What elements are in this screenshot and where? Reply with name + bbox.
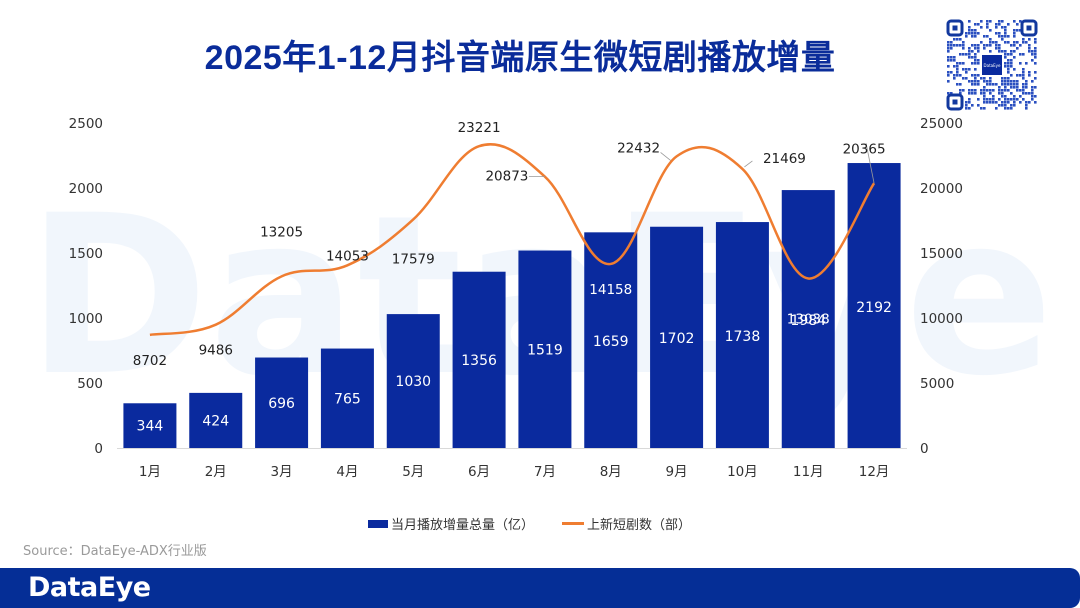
line-point-6月[interactable]	[476, 143, 482, 149]
y-right-tick: 0	[920, 441, 929, 457]
bar-label: 424	[202, 413, 229, 429]
x-tick: 1月	[139, 464, 161, 480]
line-label: 8702	[133, 353, 167, 369]
y-right-tick: 15000	[920, 246, 963, 262]
bar-label: 2192	[856, 300, 892, 316]
line-label: 9486	[199, 343, 233, 359]
bar-label: 765	[334, 391, 361, 407]
x-tick: 2月	[205, 464, 227, 480]
bar-12月[interactable]	[847, 163, 901, 449]
line-point-1月[interactable]	[147, 332, 153, 338]
bar-label: 1659	[593, 334, 629, 350]
line-series-path	[149, 143, 876, 337]
bar-3月[interactable]	[255, 357, 309, 448]
x-tick: 11月	[793, 464, 824, 480]
x-tick: 12月	[859, 464, 890, 480]
x-tick: 8月	[600, 464, 622, 480]
line-point-5月[interactable]	[410, 216, 416, 222]
label-leader	[865, 143, 875, 184]
x-tick: 3月	[271, 464, 293, 480]
legend-line-swatch	[562, 522, 585, 525]
bar-label: 344	[137, 419, 164, 435]
line-label: 14158	[589, 282, 632, 298]
bar-2月[interactable]	[189, 392, 243, 448]
line-label: 13205	[260, 224, 303, 240]
y-left-tick: 2000	[69, 181, 103, 197]
bar-8月[interactable]	[584, 232, 638, 448]
legend-item-bar[interactable]: 当月播放增量总量（亿）	[368, 514, 534, 533]
x-tick: 10月	[727, 464, 758, 480]
x-tick: 7月	[534, 464, 556, 480]
line-point-12月[interactable]	[871, 180, 877, 186]
line-point-7月[interactable]	[542, 174, 548, 180]
bar-label: 1702	[659, 331, 695, 347]
line-point-2月[interactable]	[213, 322, 219, 328]
bar-label: 1984	[790, 313, 826, 329]
line-label: 21469	[763, 151, 806, 167]
legend-line-label: 上新短剧数（部）	[587, 518, 692, 533]
y-right-tick: 25000	[920, 116, 963, 132]
line-label: 23221	[458, 120, 501, 136]
y-right-tick: 10000	[920, 311, 963, 327]
line-label: 20365	[843, 141, 886, 157]
bar-label: 1356	[461, 353, 497, 369]
y-left-tick: 2500	[69, 116, 103, 132]
bar-11月[interactable]	[781, 190, 835, 448]
line-point-3月[interactable]	[279, 273, 285, 279]
bar-7月[interactable]	[518, 250, 572, 448]
x-tick: 5月	[402, 464, 424, 480]
y-left-tick: 1500	[69, 246, 103, 262]
bar-6月[interactable]	[452, 271, 506, 448]
y-left-tick: 500	[77, 376, 103, 392]
y-left-tick: 0	[94, 441, 103, 457]
qr-code: DataEye	[946, 19, 1038, 111]
bar-1月[interactable]	[123, 403, 177, 448]
line-point-8月[interactable]	[608, 261, 614, 267]
bar-4月[interactable]	[320, 348, 374, 448]
bar-label: 1030	[395, 374, 431, 390]
source-note: Source：DataEye-ADX行业版	[23, 544, 207, 559]
legend-item-line[interactable]: 上新短剧数（部）	[562, 514, 691, 533]
bar-label: 1738	[725, 329, 761, 345]
line-label: 14053	[326, 248, 369, 264]
line-label: 17579	[392, 251, 435, 267]
line-point-11月[interactable]	[805, 276, 811, 282]
x-tick: 4月	[336, 464, 358, 480]
y-right-tick: 20000	[920, 181, 963, 197]
bar-10月[interactable]	[715, 222, 769, 448]
y-left-tick: 1000	[69, 311, 103, 327]
y-right-tick: 5000	[920, 376, 954, 392]
footer-banner: DataEye	[0, 568, 1080, 608]
label-leader	[744, 160, 753, 168]
brand-logo: DataEye	[28, 572, 151, 603]
line-label: 13038	[787, 312, 830, 328]
bar-label: 696	[268, 396, 295, 412]
bar-5月[interactable]	[386, 314, 440, 448]
bar-label: 1519	[527, 342, 563, 358]
line-label: 22432	[617, 140, 660, 156]
line-label: 20873	[485, 169, 528, 185]
line-point-10月[interactable]	[739, 166, 745, 172]
legend-bar-swatch	[368, 519, 388, 528]
label-leader	[660, 152, 671, 161]
legend-bar-label: 当月播放增量总量（亿）	[391, 518, 535, 533]
x-tick: 9月	[666, 464, 688, 480]
qr-center-label: DataEye	[984, 63, 1001, 68]
chart-title: 2025年1-12月抖音端原生微短剧播放增量	[204, 39, 836, 77]
x-tick: 6月	[468, 464, 490, 480]
legend: 当月播放增量总量（亿） 上新短剧数（部）	[368, 514, 719, 533]
bar-9月[interactable]	[650, 226, 704, 448]
line-point-9月[interactable]	[674, 153, 680, 159]
